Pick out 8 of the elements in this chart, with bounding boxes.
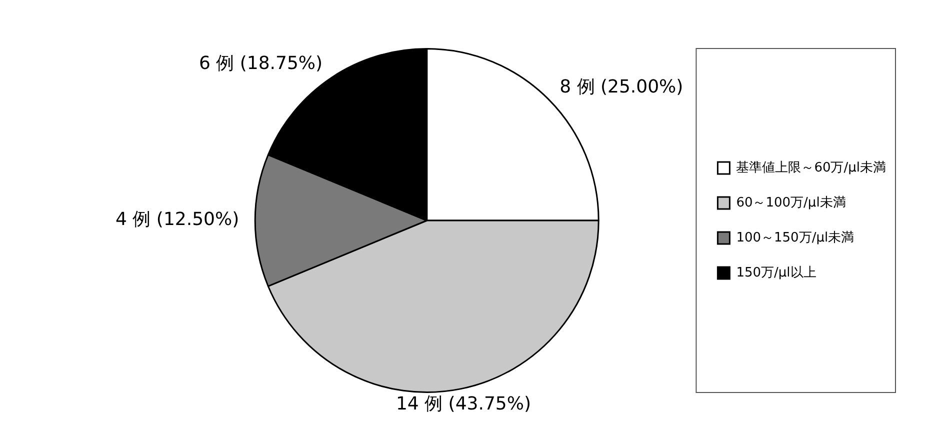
data-label: 14 例 (43.75%): [396, 393, 531, 414]
data-label: 8 例 (25.00%): [560, 76, 684, 98]
legend-label: 60～100万/μl未満: [736, 195, 846, 210]
data-label: 6 例 (18.75%): [198, 53, 323, 74]
data-label: 4 例 (12.50%): [116, 209, 240, 230]
legend-label: 100～150万/μl未満: [736, 230, 854, 246]
legend-label: 150万/μl以上: [736, 265, 816, 280]
legend-label: 基準値上限～60万/μl未満: [736, 160, 886, 176]
